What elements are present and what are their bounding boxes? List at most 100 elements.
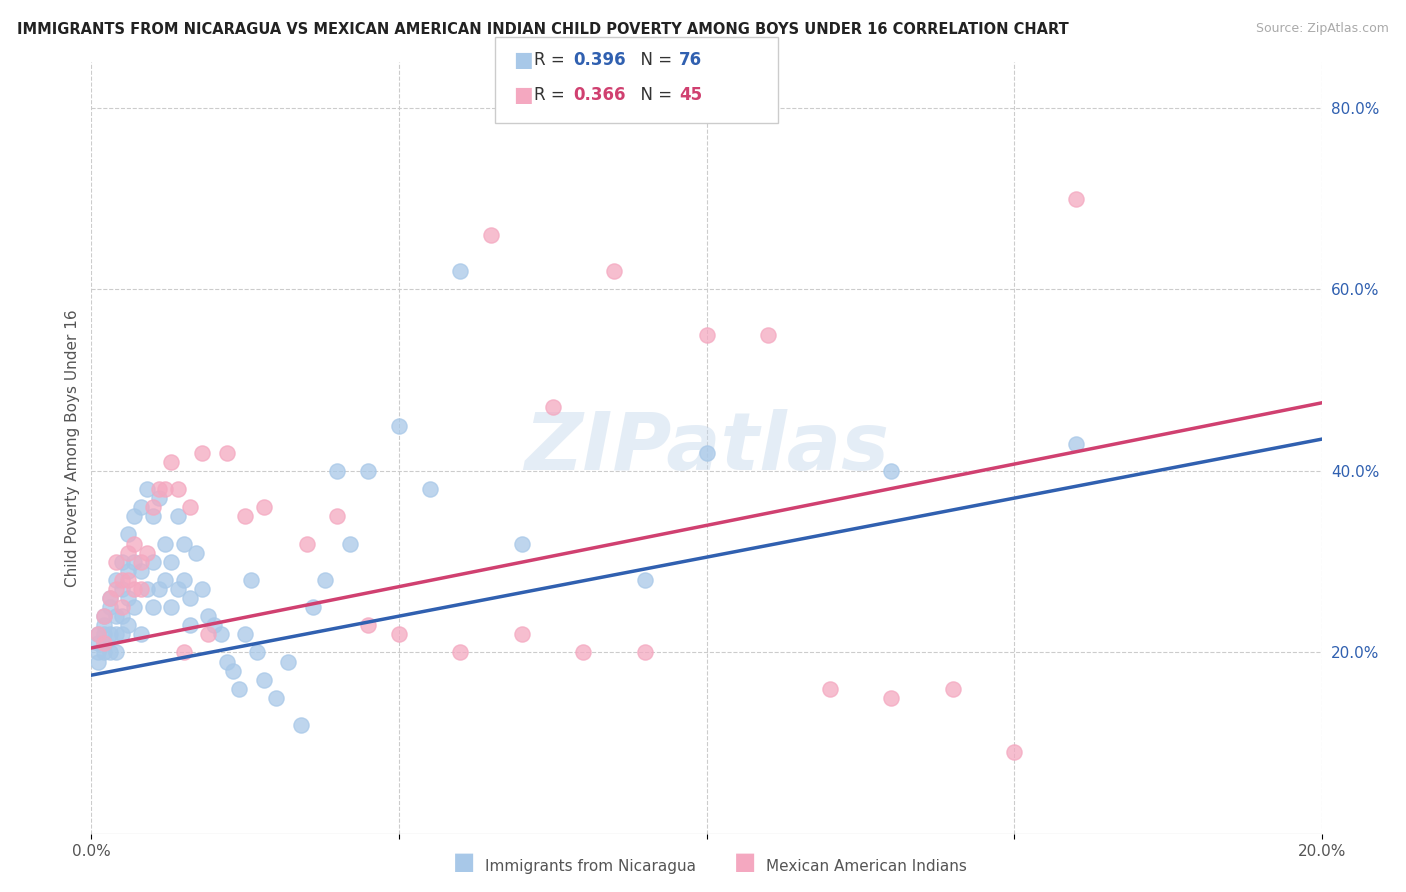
Point [124,509,146,524]
Point [942,681,965,696]
Point [756,327,779,342]
Point [222,664,245,678]
Text: ■: ■ [513,86,533,105]
Point [264,690,287,705]
Point [98,591,121,605]
Point [105,582,127,596]
Point [228,681,250,696]
Point [105,609,127,624]
Text: IMMIGRANTS FROM NICARAGUA VS MEXICAN AMERICAN INDIAN CHILD POVERTY AMONG BOYS UN: IMMIGRANTS FROM NICARAGUA VS MEXICAN AME… [17,22,1069,37]
Point [277,655,299,669]
Text: Source: ZipAtlas.com: Source: ZipAtlas.com [1256,22,1389,36]
Point [142,509,165,524]
Point [184,546,207,560]
Point [142,600,165,615]
Point [124,536,146,550]
Point [124,600,146,615]
Point [696,446,718,460]
Point [449,645,471,659]
Point [166,482,188,496]
Text: ■: ■ [513,50,533,70]
Point [111,582,134,596]
Text: R =: R = [534,51,571,69]
Point [880,464,903,478]
Point [117,527,139,541]
Point [357,618,380,632]
Point [98,627,121,641]
Point [93,636,115,650]
Point [111,609,134,624]
Point [148,482,170,496]
Point [419,482,441,496]
Point [295,536,318,550]
Point [111,573,134,587]
Point [98,591,121,605]
Point [314,573,336,587]
Point [148,582,170,596]
Point [111,555,134,569]
Point [191,446,214,460]
Point [98,645,121,659]
Point [135,546,157,560]
Point [153,573,177,587]
Point [209,627,232,641]
Point [93,609,115,624]
Text: 45: 45 [679,87,702,104]
Text: 0.396: 0.396 [574,51,626,69]
Point [233,509,256,524]
Point [105,555,127,569]
Text: ■: ■ [453,850,475,874]
Point [603,264,626,278]
Point [572,645,595,659]
Point [357,464,380,478]
Point [86,655,108,669]
Point [240,573,263,587]
Point [135,582,157,596]
Point [124,582,146,596]
Point [215,655,238,669]
Point [86,627,108,641]
Point [233,627,256,641]
Point [111,627,134,641]
Point [86,627,108,641]
Point [124,555,146,569]
Point [197,609,219,624]
Point [93,636,115,650]
Point [326,464,349,478]
Point [93,609,115,624]
Text: 76: 76 [679,51,702,69]
Point [510,536,533,550]
Text: Mexican American Indians: Mexican American Indians [766,859,967,874]
Point [117,564,139,578]
Point [117,591,139,605]
Point [173,573,195,587]
Point [148,491,170,505]
Point [93,627,115,641]
Point [111,600,134,615]
Point [339,536,361,550]
Point [166,582,188,596]
Point [117,618,139,632]
Point [129,582,152,596]
Point [105,645,127,659]
Point [105,627,127,641]
Point [388,418,411,433]
Point [93,645,115,659]
Text: ■: ■ [734,850,756,874]
Point [173,536,195,550]
Text: Immigrants from Nicaragua: Immigrants from Nicaragua [485,859,696,874]
Point [634,645,657,659]
Point [246,645,269,659]
Point [541,401,564,415]
Y-axis label: Child Poverty Among Boys Under 16: Child Poverty Among Boys Under 16 [65,310,80,587]
Point [290,718,312,732]
Point [510,627,533,641]
Point [818,681,841,696]
Point [153,536,177,550]
Point [191,582,214,596]
Point [105,573,127,587]
Point [129,500,152,515]
Text: 0.366: 0.366 [574,87,626,104]
Point [166,509,188,524]
Point [197,627,219,641]
